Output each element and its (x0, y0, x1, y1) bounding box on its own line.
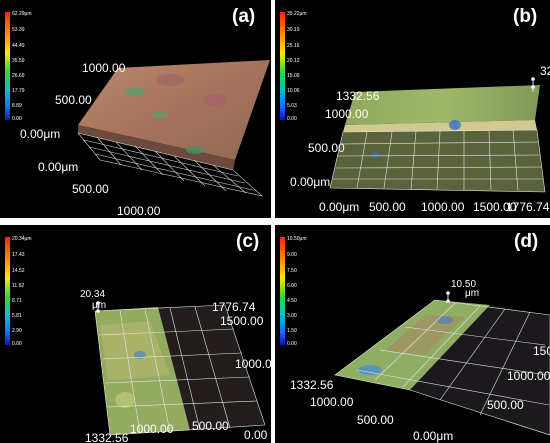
height-surface (345, 85, 540, 125)
colorbar-label: 9.00 (287, 252, 297, 258)
axis-y-label: 500.00 (357, 413, 394, 427)
axis-x-origin-label: 0.00μm (38, 160, 78, 174)
colorbar (280, 237, 285, 345)
colorbar-label: 35.59 (12, 58, 25, 64)
axis-y-label: 0.00 (244, 428, 268, 442)
colorbar-label: 1.50 (287, 328, 297, 334)
axis-x-end-label: 1000.00 (117, 204, 161, 218)
axis-x-label: 1500.00 (473, 200, 517, 214)
colorbar-label: 5.81 (12, 313, 22, 319)
colorbar-label: 10.50μm (287, 236, 307, 242)
colorbar-label: 17.43 (12, 252, 25, 258)
axis-x-label: 500.00 (369, 200, 406, 214)
axis-z-unit-label: μm (465, 288, 479, 299)
colorbar-label: 0.00 (287, 341, 297, 347)
axis-y-end-label: 1332.56 (85, 431, 129, 443)
axis-y-top-label: 1000.00 (82, 61, 126, 75)
panel-d-render: 10.50μm 9.00 7.50 6.00 4.50 3.00 1.50 0.… (280, 231, 550, 443)
colorbar-label: 20.12 (287, 58, 300, 64)
colorbar-label: 35.22μm (287, 11, 307, 17)
colorbar-label: 2.90 (12, 328, 22, 334)
colorbar-label: 3.00 (287, 313, 297, 319)
axis-x-label: 500.00 (487, 398, 524, 412)
axis-x-end-label: 150 (533, 344, 550, 358)
colorbar-label: 26.69 (12, 73, 25, 79)
axis-x-origin-label: 0.00μm (413, 429, 453, 443)
axis-y-origin-label: 0.00μm (20, 127, 60, 141)
substrate (410, 305, 550, 435)
axis-y-label: 500.00 (192, 419, 229, 433)
grid-floor (77, 132, 264, 197)
colorbar-label: 11.62 (12, 283, 24, 289)
axis-x-label: 1000.00 (507, 369, 550, 383)
axis-y-origin-label: 0.00μm (290, 175, 330, 189)
axis-y-mid-label: 500.00 (55, 93, 92, 107)
colorbar-label: 30.19 (287, 27, 300, 33)
panel-letter: (d) (514, 231, 538, 252)
colorbar-label: 20.34μm (12, 236, 32, 242)
colorbar-label: 7.50 (287, 268, 297, 274)
panel-d: 10.50μm 9.00 7.50 6.00 4.50 3.00 1.50 0.… (275, 225, 550, 443)
colorbar-label: 6.00 (287, 283, 297, 289)
panel-b-render: 35.22μm 30.19 25.16 20.12 15.09 10.06 5.… (280, 6, 550, 214)
colorbar-label: 8.89 (12, 103, 22, 109)
axis-y-top-label: 1332.56 (336, 89, 380, 103)
panel-letter: (b) (513, 6, 537, 27)
height-surface (78, 60, 270, 160)
colorbar-label: 44.49 (12, 43, 25, 49)
colorbar-label: 10.06 (287, 88, 300, 94)
colorbar (280, 12, 285, 120)
axis-x-end-label: 1776.74 (212, 300, 256, 314)
axis-z-max-label: 32 (540, 64, 550, 78)
axis-y-mid2-label: 500.00 (308, 141, 345, 155)
grid-floor (334, 299, 550, 436)
axis-x-mid-label: 500.00 (72, 182, 109, 196)
colorbar-label: 17.79 (12, 88, 25, 94)
substrate (158, 305, 265, 430)
panel-b: 35.22μm 30.19 25.16 20.12 15.09 10.06 5.… (275, 0, 550, 218)
axis-x-label: 1500.00 (220, 314, 264, 328)
surface-edge (78, 125, 235, 170)
substrate (330, 130, 545, 192)
axis-x-origin-label: 0.00μm (319, 200, 359, 214)
grid-floor (94, 304, 266, 436)
axis-y-end-label: 1332.56 (290, 378, 334, 392)
panel-a-render: 62.29μm 53.39 44.49 35.59 26.69 17.79 8.… (5, 6, 270, 218)
grid-floor (329, 129, 546, 193)
colorbar-label: 25.16 (287, 43, 300, 49)
axis-z-max-label: 20.34 (80, 289, 105, 300)
colorbar-label: 0.00 (12, 341, 22, 347)
colorbar-label: 14.52 (12, 268, 25, 274)
axis-y-label: 1000.00 (130, 422, 174, 436)
panel-a: 62.29μm 53.39 44.49 35.59 26.69 17.79 8.… (0, 0, 271, 218)
axis-z-max-label: 10.50 (451, 279, 476, 290)
colorbar-label: 8.71 (12, 298, 22, 304)
colorbar-label: 62.29μm (12, 11, 32, 17)
axis-x-label: 1000.00 (235, 357, 271, 371)
colorbar (5, 12, 10, 120)
axis-x-label: 1000.00 (421, 200, 465, 214)
colorbar-label: 53.39 (12, 27, 25, 33)
axis-y-label: 1000.00 (310, 395, 354, 409)
colorbar (5, 237, 10, 345)
colorbar-label: 0.00 (287, 116, 297, 122)
panel-letter: (c) (236, 231, 259, 252)
colorbar-label: 4.50 (287, 298, 297, 304)
panel-c: 20.34μm 17.43 14.52 11.62 8.71 5.81 2.90… (0, 225, 271, 443)
axis-x-end-label: 1776.74 (506, 200, 550, 214)
panel-letter: (a) (232, 6, 255, 27)
axis-y-mid1-label: 1000.00 (325, 107, 369, 121)
axis-z-unit-label: μm (92, 300, 106, 311)
colorbar-label: 0.00 (12, 116, 22, 122)
panel-c-render: 20.34μm 17.43 14.52 11.62 8.71 5.81 2.90… (5, 231, 271, 443)
colorbar-label: 5.03 (287, 103, 297, 109)
colorbar-label: 15.09 (287, 73, 300, 79)
